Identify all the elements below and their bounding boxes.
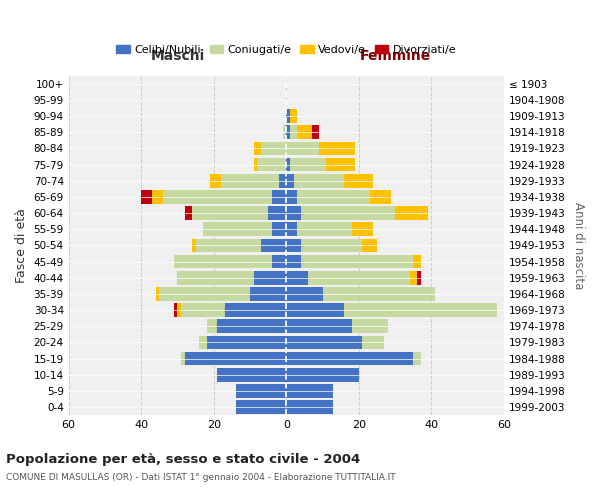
Bar [250,287,286,301]
Bar [160,287,250,301]
Bar [286,336,362,349]
Bar [286,254,301,268]
Bar [178,271,254,284]
Bar [254,158,257,172]
Bar [286,271,308,284]
Bar [286,303,344,317]
Bar [224,303,286,317]
Bar [286,142,319,156]
Bar [417,271,421,284]
Bar [286,222,297,236]
Bar [370,190,391,204]
Bar [261,142,286,156]
Bar [192,206,268,220]
Bar [181,303,224,317]
Bar [283,126,286,139]
Bar [308,271,410,284]
Bar [185,206,192,220]
Bar [203,222,272,236]
Bar [362,238,377,252]
Bar [286,368,359,382]
Bar [297,126,311,139]
Bar [395,206,428,220]
Bar [311,126,319,139]
Bar [286,384,334,398]
Bar [352,222,373,236]
Bar [279,174,286,188]
Bar [221,174,279,188]
Bar [301,206,395,220]
Bar [181,352,185,366]
Text: Maschi: Maschi [151,48,205,62]
Bar [236,384,286,398]
Bar [301,238,362,252]
Bar [152,190,163,204]
Bar [174,303,178,317]
Bar [323,287,435,301]
Bar [413,352,421,366]
Bar [217,368,286,382]
Text: Popolazione per età, sesso e stato civile - 2004: Popolazione per età, sesso e stato civil… [6,452,360,466]
Bar [286,352,413,366]
Text: Femmine: Femmine [359,48,431,62]
Bar [293,174,344,188]
Bar [196,238,261,252]
Bar [236,400,286,414]
Bar [410,271,417,284]
Bar [344,174,373,188]
Bar [319,142,355,156]
Y-axis label: Fasce di età: Fasce di età [15,208,28,283]
Bar [141,190,152,204]
Bar [286,158,290,172]
Bar [286,174,293,188]
Bar [286,190,297,204]
Bar [362,336,384,349]
Bar [413,254,421,268]
Bar [254,142,261,156]
Bar [344,303,497,317]
Bar [156,287,160,301]
Legend: Celibi/Nubili, Coniugati/e, Vedovi/e, Divorziati/e: Celibi/Nubili, Coniugati/e, Vedovi/e, Di… [112,40,461,60]
Bar [286,206,301,220]
Bar [217,320,286,333]
Bar [268,206,286,220]
Bar [301,254,413,268]
Bar [290,109,297,123]
Bar [272,222,286,236]
Text: COMUNE DI MASULLAS (OR) - Dati ISTAT 1° gennaio 2004 - Elaborazione TUTTITALIA.I: COMUNE DI MASULLAS (OR) - Dati ISTAT 1° … [6,472,395,482]
Bar [174,254,272,268]
Bar [286,126,290,139]
Bar [326,158,355,172]
Bar [272,254,286,268]
Bar [286,320,352,333]
Bar [178,303,181,317]
Bar [163,190,272,204]
Bar [290,158,326,172]
Bar [297,190,370,204]
Bar [199,336,206,349]
Bar [286,400,334,414]
Bar [352,320,388,333]
Bar [254,271,286,284]
Bar [206,320,217,333]
Bar [185,352,286,366]
Bar [257,158,286,172]
Bar [261,238,286,252]
Bar [192,238,196,252]
Bar [286,238,301,252]
Bar [286,287,323,301]
Y-axis label: Anni di nascita: Anni di nascita [572,202,585,289]
Bar [290,126,297,139]
Bar [210,174,221,188]
Bar [272,190,286,204]
Bar [286,109,290,123]
Bar [297,222,352,236]
Bar [206,336,286,349]
